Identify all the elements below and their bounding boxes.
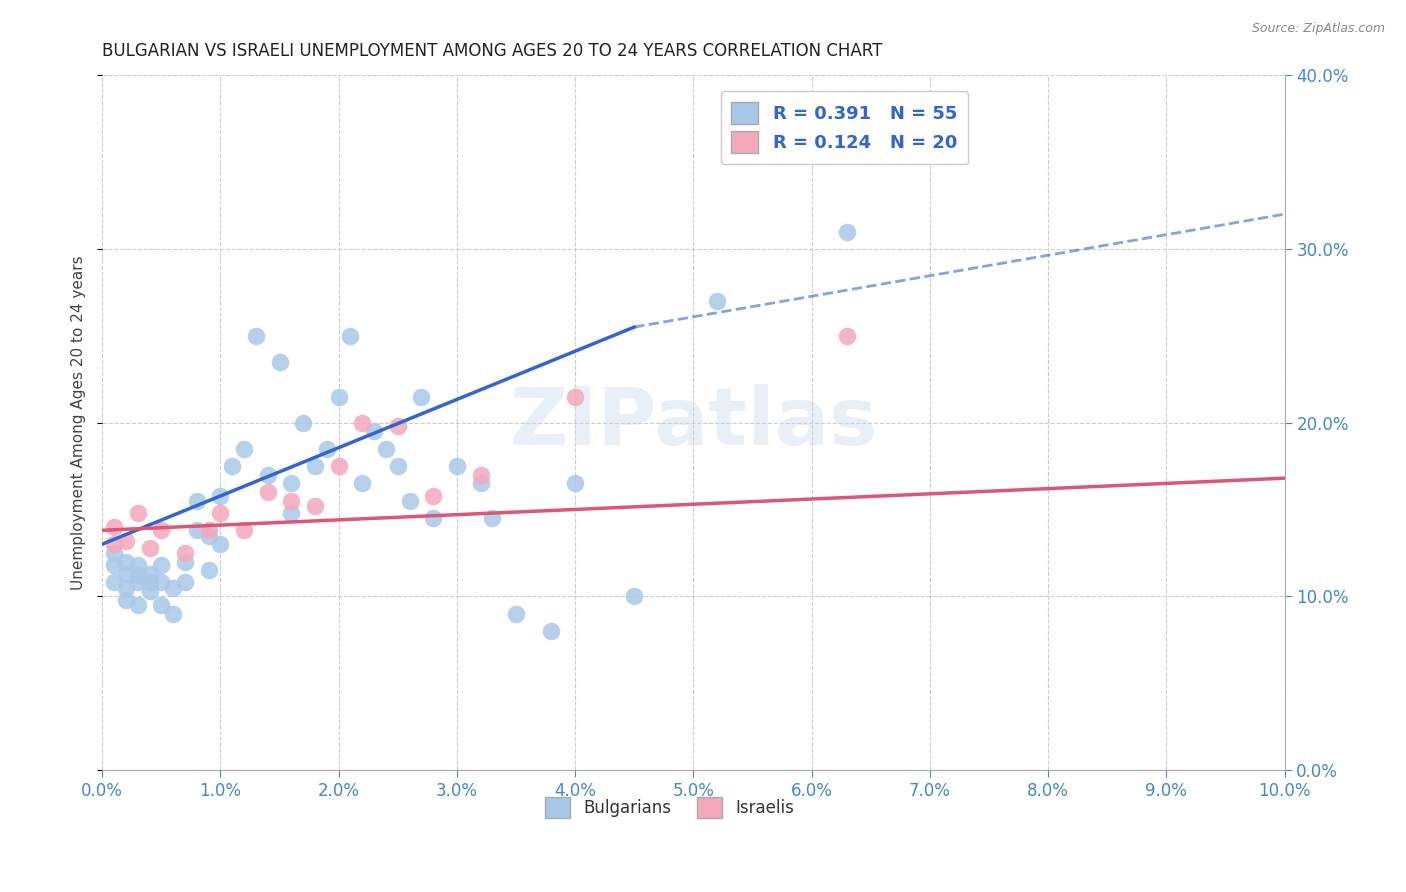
Point (127, 506, 149, 520)
Point (115, 592, 138, 607)
Point (197, 524, 219, 538)
Text: Source: ZipAtlas.com: Source: ZipAtlas.com (1251, 22, 1385, 36)
Point (352, 416, 374, 430)
Point (138, 575, 160, 590)
Point (623, 589, 645, 603)
Legend: Bulgarians, Israelis: Bulgarians, Israelis (538, 790, 800, 824)
Point (233, 442, 256, 456)
Point (245, 328, 267, 343)
Point (115, 566, 138, 581)
Point (138, 566, 160, 581)
Point (422, 511, 444, 525)
Point (174, 555, 197, 569)
Point (304, 499, 326, 513)
Point (564, 390, 586, 404)
Point (363, 425, 385, 439)
Text: BULGARIAN VS ISRAELI UNEMPLOYMENT AMONG AGES 20 TO 24 YEARS CORRELATION CHART: BULGARIAN VS ISRAELI UNEMPLOYMENT AMONG … (103, 42, 883, 60)
Point (269, 355, 291, 369)
Point (835, 328, 858, 343)
Point (115, 533, 138, 548)
Point (103, 537, 125, 551)
Point (315, 442, 337, 456)
Point (103, 558, 125, 572)
Point (328, 458, 350, 473)
Point (387, 419, 409, 434)
Point (470, 476, 492, 491)
Point (328, 390, 350, 404)
Point (398, 493, 420, 508)
Point (446, 458, 468, 473)
Point (127, 575, 149, 590)
Point (174, 546, 197, 560)
Point (280, 506, 302, 520)
Point (103, 520, 125, 534)
Point (256, 485, 278, 500)
Point (221, 458, 243, 473)
Point (706, 293, 728, 308)
Point (422, 489, 444, 503)
Point (352, 476, 374, 491)
Point (375, 442, 398, 456)
Point (174, 575, 197, 590)
Point (162, 607, 184, 621)
Point (280, 476, 302, 491)
Point (103, 575, 125, 590)
Point (280, 493, 302, 508)
Point (197, 528, 219, 542)
Point (339, 328, 361, 343)
Point (115, 581, 138, 595)
Point (162, 581, 184, 595)
Point (540, 624, 562, 638)
Point (127, 568, 149, 582)
Point (115, 555, 138, 569)
Point (835, 225, 858, 239)
Point (233, 524, 256, 538)
Point (470, 467, 492, 482)
Point (304, 458, 326, 473)
Point (387, 458, 409, 473)
Point (481, 511, 503, 525)
Point (103, 546, 125, 560)
Point (186, 524, 208, 538)
Point (150, 598, 173, 612)
Point (138, 541, 160, 555)
Point (150, 575, 173, 590)
Point (127, 558, 149, 572)
Point (186, 493, 208, 508)
Point (209, 506, 232, 520)
Point (209, 537, 232, 551)
Point (505, 607, 527, 621)
Point (127, 598, 149, 612)
Point (209, 489, 232, 503)
Y-axis label: Unemployment Among Ages 20 to 24 years: Unemployment Among Ages 20 to 24 years (72, 255, 86, 590)
Point (138, 584, 160, 599)
Text: ZIPatlas: ZIPatlas (509, 384, 877, 461)
Point (150, 524, 173, 538)
Point (150, 558, 173, 572)
Point (256, 467, 278, 482)
Point (292, 416, 315, 430)
Point (564, 476, 586, 491)
Point (197, 563, 219, 577)
Point (411, 390, 433, 404)
